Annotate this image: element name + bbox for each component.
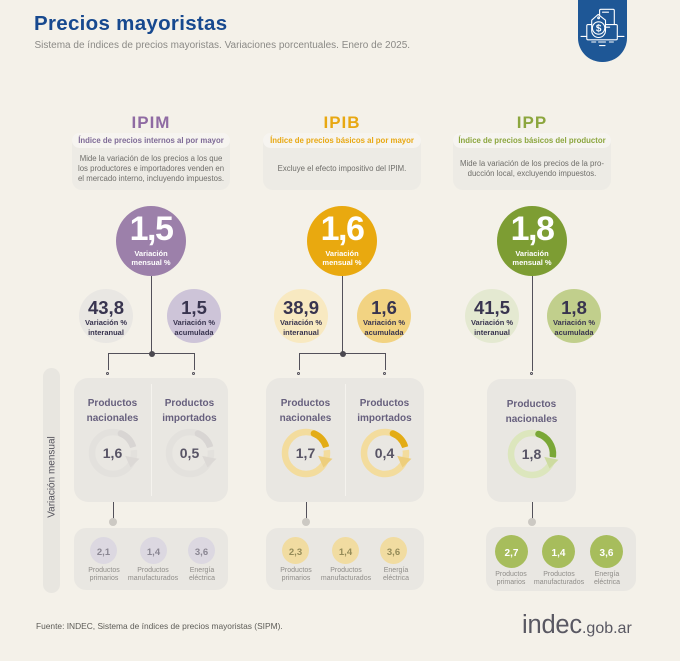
- svg-text:$: $: [596, 24, 602, 35]
